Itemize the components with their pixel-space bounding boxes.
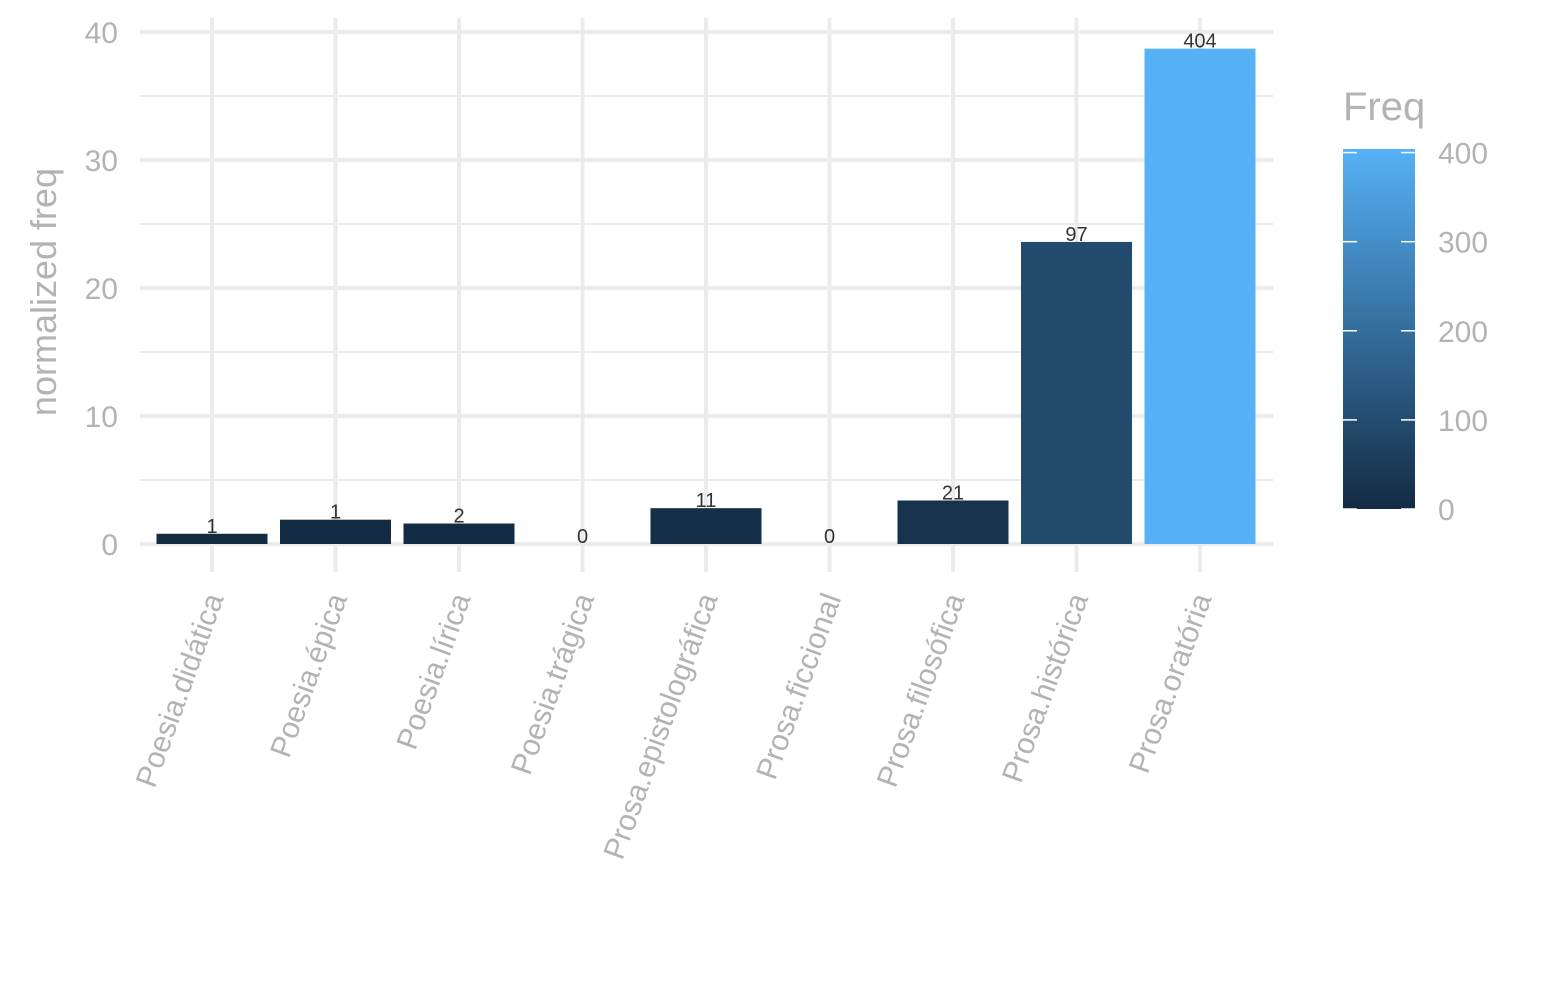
bar-value-label: 0 [577,526,588,548]
bar [650,508,762,544]
bar [1021,241,1132,545]
bar [280,519,391,544]
bar [156,533,268,544]
y-tick-label: 0 [101,529,118,562]
bar-value-label: 21 [942,482,964,504]
bar [1144,48,1256,544]
x-tick-label: Prosa.filosófica [871,589,972,792]
y-axis-ticks: 0 10 20 30 40 [85,17,118,562]
colorbar-tick-label: 300 [1438,227,1488,260]
colorbar-tick-label: 100 [1438,405,1488,438]
colorbar-tick-label: 200 [1438,316,1488,349]
legend-title: Freq [1343,85,1425,129]
y-axis-label: normalized freq [23,168,64,416]
x-axis-ticks: Poesia.didática Poesia.épica Poesia.lírica… [130,589,1219,864]
bar [897,500,1009,544]
colorbar-legend: Freq 0 100 200 300 400 [1343,85,1488,527]
colorbar-tick-label: 400 [1438,138,1488,171]
bar-value-label: 11 [696,490,717,512]
bar [403,523,515,544]
x-tick-label: Prosa.histórica [996,589,1095,787]
colorbar-ticks: 0 100 200 300 400 [1343,138,1488,527]
bar-value-label: 0 [824,526,835,548]
bar-value-label: 97 [1065,224,1087,246]
x-tick-label: Poesia.trágica [505,589,601,779]
y-tick-label: 40 [85,17,118,50]
bar-value-label: 1 [330,502,341,524]
bar-value-label: 1 [206,516,217,538]
bar-value-label: 2 [453,506,464,528]
x-tick-label: Poesia.lírica [391,589,478,754]
x-tick-label: Poesia.didática [130,589,231,792]
bars [156,48,1256,545]
y-tick-label: 20 [85,273,118,306]
x-tick-label: Prosa.ficcional [750,589,848,784]
x-tick-label: Poesia.épica [264,589,354,762]
y-tick-label: 30 [85,145,118,178]
bar-value-label: 404 [1183,31,1216,53]
y-tick-label: 10 [85,401,118,434]
x-tick-label: Prosa.oratória [1123,589,1219,778]
colorbar-tick-label: 0 [1438,494,1455,527]
colorbar [1343,149,1415,509]
x-tick-label: Prosa.epistolográfica [598,589,725,864]
